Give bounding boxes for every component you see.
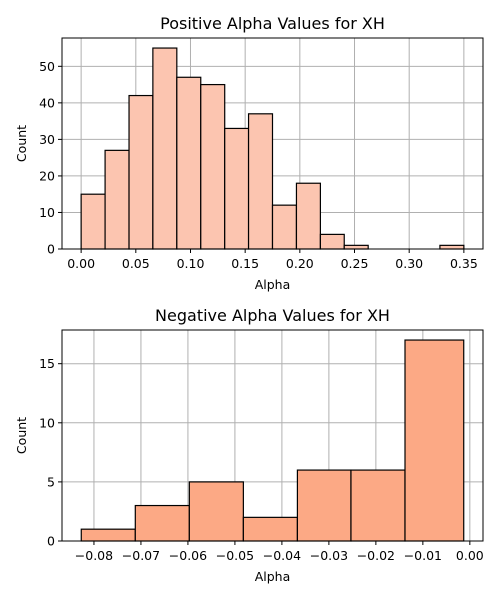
y-tick-label: 0 [47,242,55,257]
y-tick-label: 10 [39,205,55,220]
x-tick-label: −0.07 [122,548,160,563]
histogram-bar [104,149,130,250]
histogram-bar [128,94,154,250]
chart-title: Negative Alpha Values for XH [155,306,390,325]
x-tick-label: 0.10 [177,256,205,271]
histogram-bar [80,528,136,542]
histogram-bar [134,504,190,542]
histogram-bar [80,193,106,250]
histogram-bar [200,83,226,250]
y-tick-label: 50 [39,59,55,74]
y-tick-label: 0 [47,534,55,549]
y-tick-label: 30 [39,132,55,147]
positive-alpha-histogram: 0.00 0.05 0.10 0.15 0.20 0.25 0.30 0.35 0 10 20 30… [14,14,484,292]
x-tick-label: 0.00 [456,548,484,563]
x-axis-label: Alpha [255,569,291,584]
x-tick-label: 0.05 [122,256,150,271]
y-tick-label: 10 [39,415,55,430]
axes-frame [61,329,484,542]
y-tick-label: 15 [39,356,55,371]
histogram-bar [247,113,274,250]
x-tick-label: 0.15 [231,256,259,271]
y-tick-label: 40 [39,95,55,110]
histogram-bar [350,469,406,542]
y-axis-label: Count [14,125,29,162]
x-tick-label: 0.20 [286,256,314,271]
x-tick-label: −0.06 [169,548,207,563]
histogram-bar [152,47,178,250]
chart-title: Positive Alpha Values for XH [160,14,385,33]
x-tick-label: −0.03 [310,548,348,563]
histogram-bar [271,204,298,250]
y-tick-label: 20 [39,168,55,183]
y-axis-label: Count [14,417,29,454]
histogram-bar [242,516,299,542]
histogram-bar [439,244,465,250]
histogram-bar [188,481,244,542]
x-axis-label: Alpha [255,277,291,292]
histogram-bar [404,339,465,542]
x-tick-label: 0.30 [395,256,423,271]
histogram-bar [343,244,369,250]
x-tick-label: −0.08 [75,548,113,563]
axes-frame [61,37,484,250]
histogram-bar [319,233,345,250]
x-tick-label: −0.05 [216,548,254,563]
histogram-bar [176,76,202,250]
x-tick-label: −0.02 [357,548,395,563]
x-tick-label: 0.35 [450,256,478,271]
x-tick-label: −0.01 [404,548,442,563]
y-tick-label: 5 [47,474,55,489]
x-tick-label: 0.00 [67,256,95,271]
histogram-bar [295,182,321,250]
x-tick-label: −0.04 [263,548,301,563]
histogram-bar [296,469,352,542]
x-tick-label: 0.25 [341,256,369,271]
histogram-bar [224,127,250,250]
negative-alpha-histogram: −0.08 −0.07 −0.06 −0.05 −0.04 −0.03 −0.02 −0.01… [14,306,484,584]
